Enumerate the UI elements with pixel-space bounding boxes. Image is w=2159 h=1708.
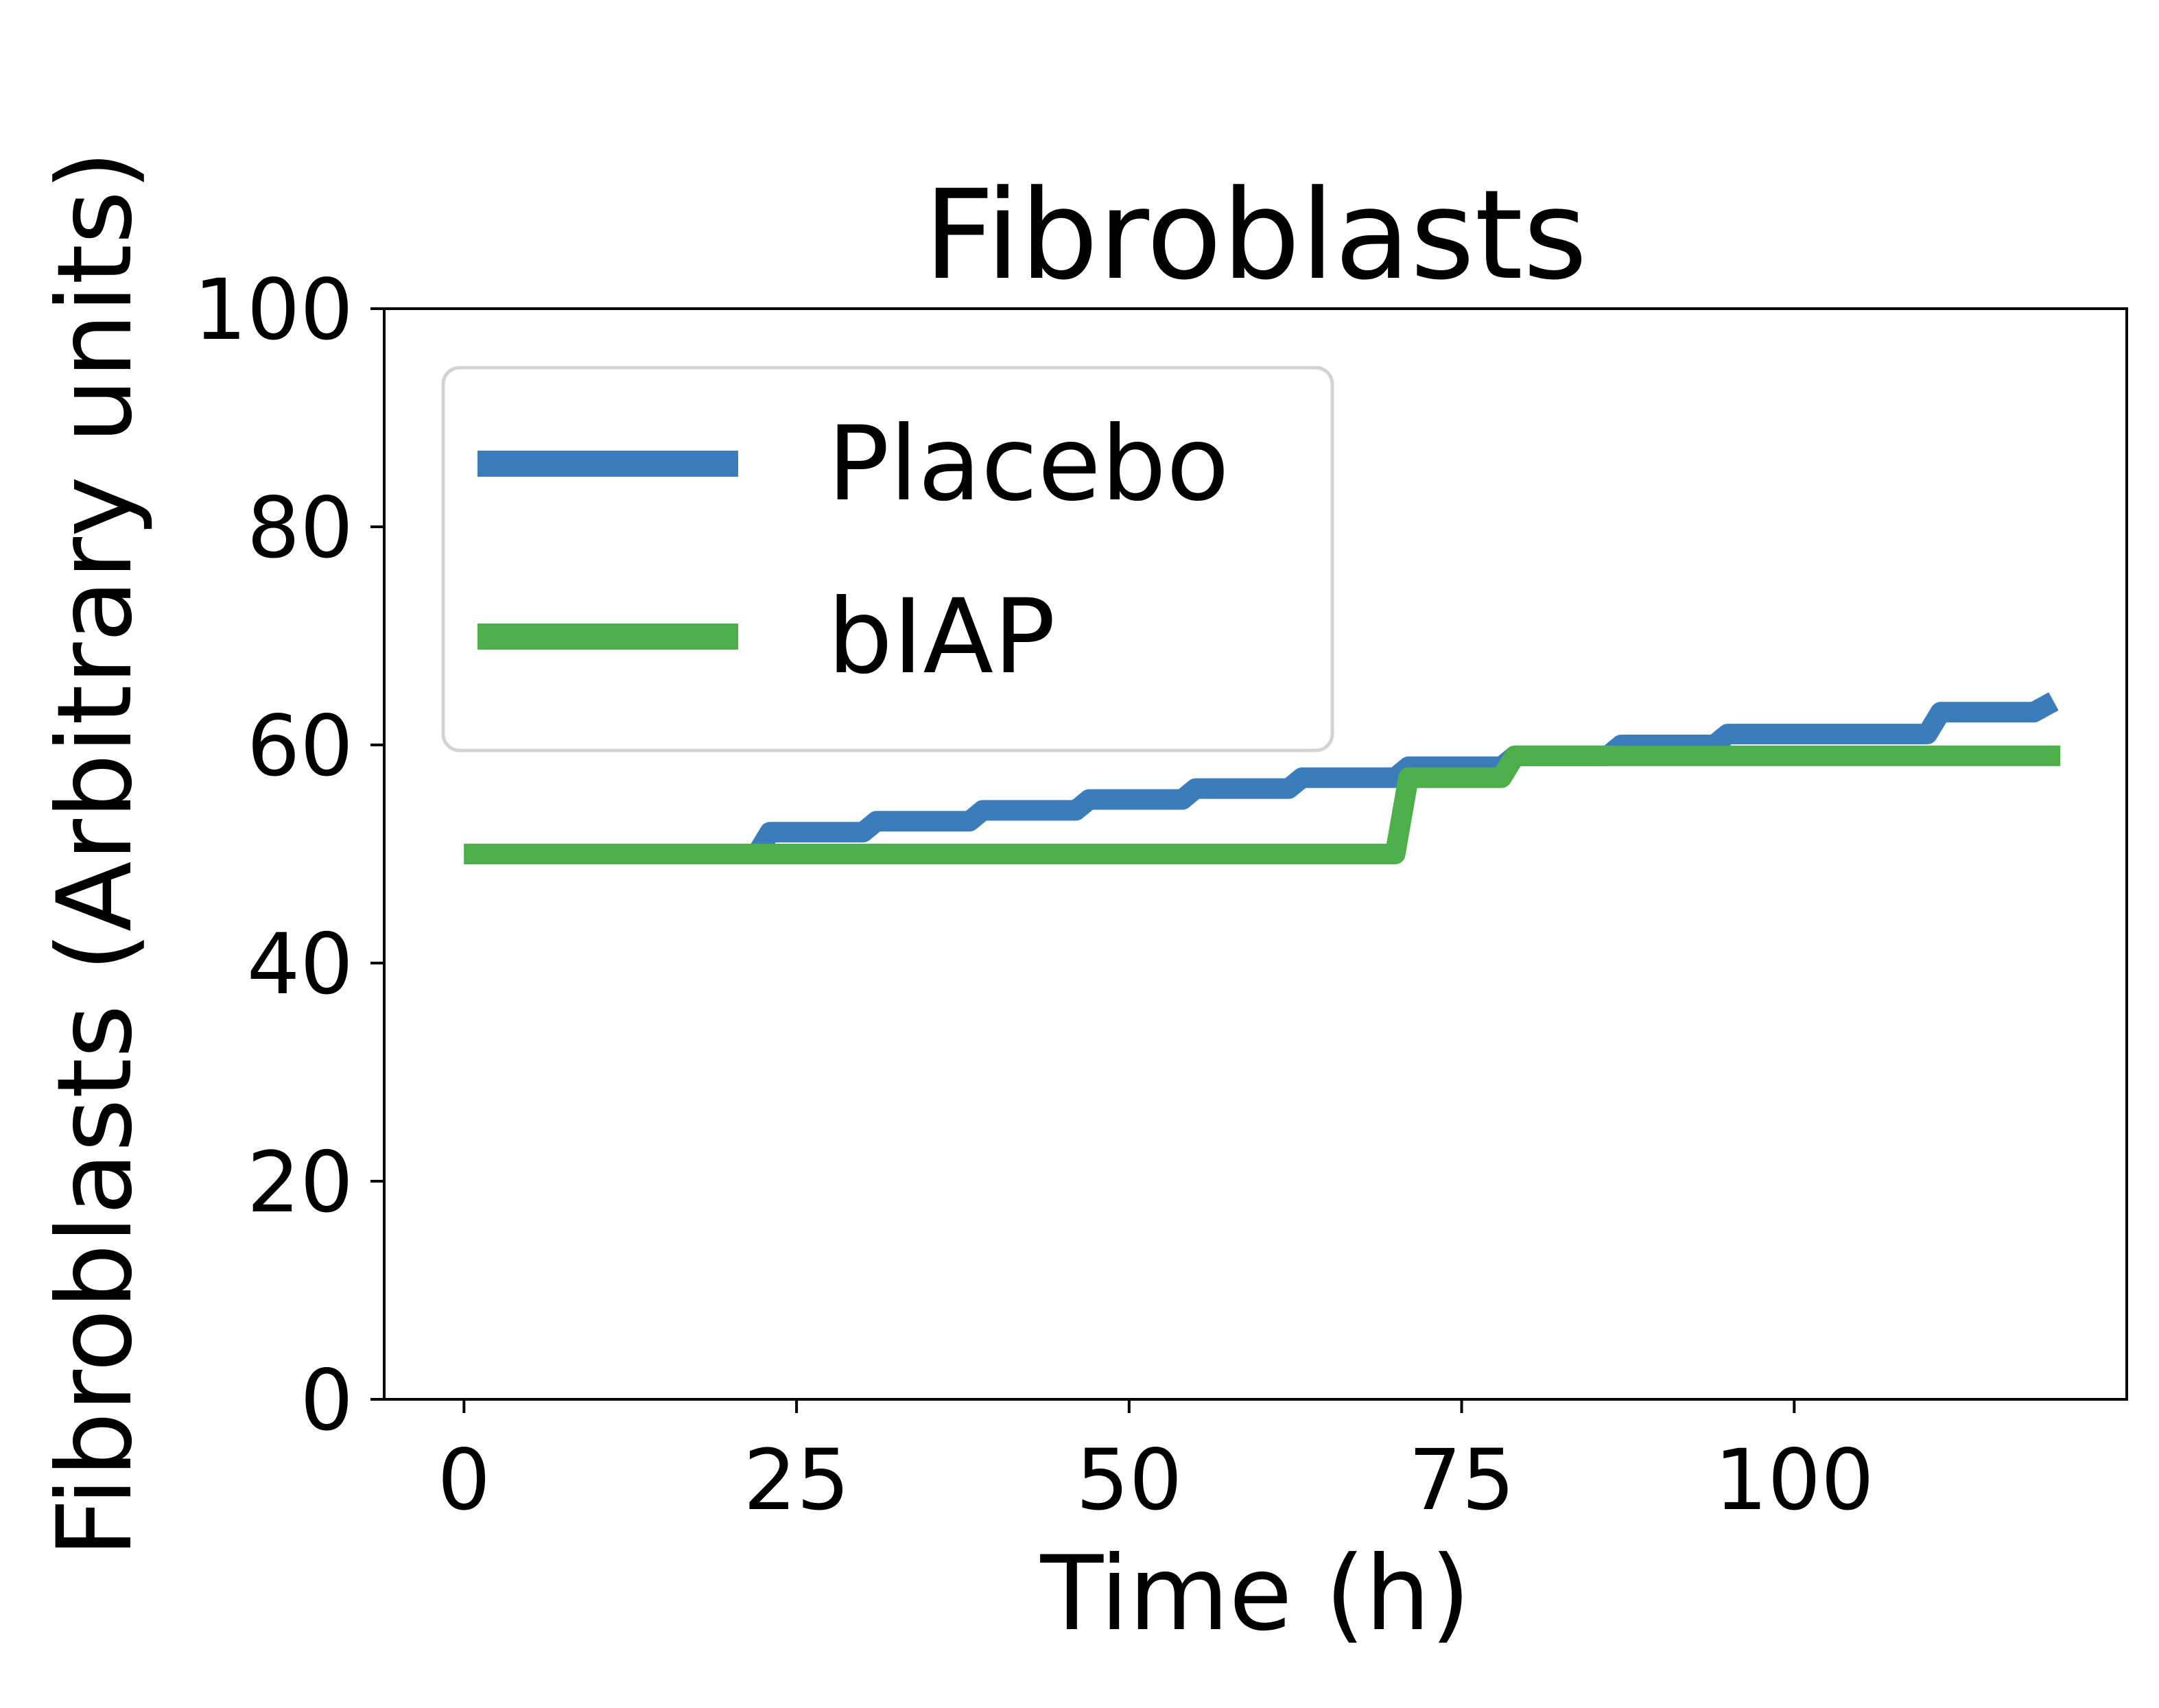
legend-label-biap: bIAP xyxy=(827,578,1056,697)
legend-label-placebo: Placebo xyxy=(827,405,1229,524)
chart-title: Fibroblasts xyxy=(923,164,1588,307)
plot-lines xyxy=(464,692,2061,864)
x-tick-label: 50 xyxy=(1076,1432,1182,1529)
x-tick-label: 100 xyxy=(1714,1432,1874,1529)
x-tick-label: 75 xyxy=(1408,1432,1515,1529)
y-axis-label: Fibroblasts (Arbitrary units) xyxy=(36,150,155,1558)
y-tick-label: 20 xyxy=(247,1134,353,1231)
y-axis-ticks: 0 20 40 60 80 100 xyxy=(193,261,384,1449)
y-tick-label: 100 xyxy=(193,261,353,359)
plot-frame xyxy=(383,307,2128,1401)
series-line-placebo xyxy=(464,692,2059,864)
series-line-biap xyxy=(464,745,2061,864)
x-axis-ticks: 0 25 50 75 100 xyxy=(438,1399,1874,1529)
y-tick-label: 0 xyxy=(300,1352,353,1449)
x-tick-label: 0 xyxy=(438,1432,491,1529)
x-axis-label: Time (h) xyxy=(1040,1534,1471,1654)
y-tick-label: 40 xyxy=(247,916,353,1013)
y-tick-label: 60 xyxy=(247,698,353,795)
y-tick-label: 80 xyxy=(247,479,353,577)
x-tick-label: 25 xyxy=(743,1432,849,1529)
legend: Placebo bIAP xyxy=(441,366,1334,752)
